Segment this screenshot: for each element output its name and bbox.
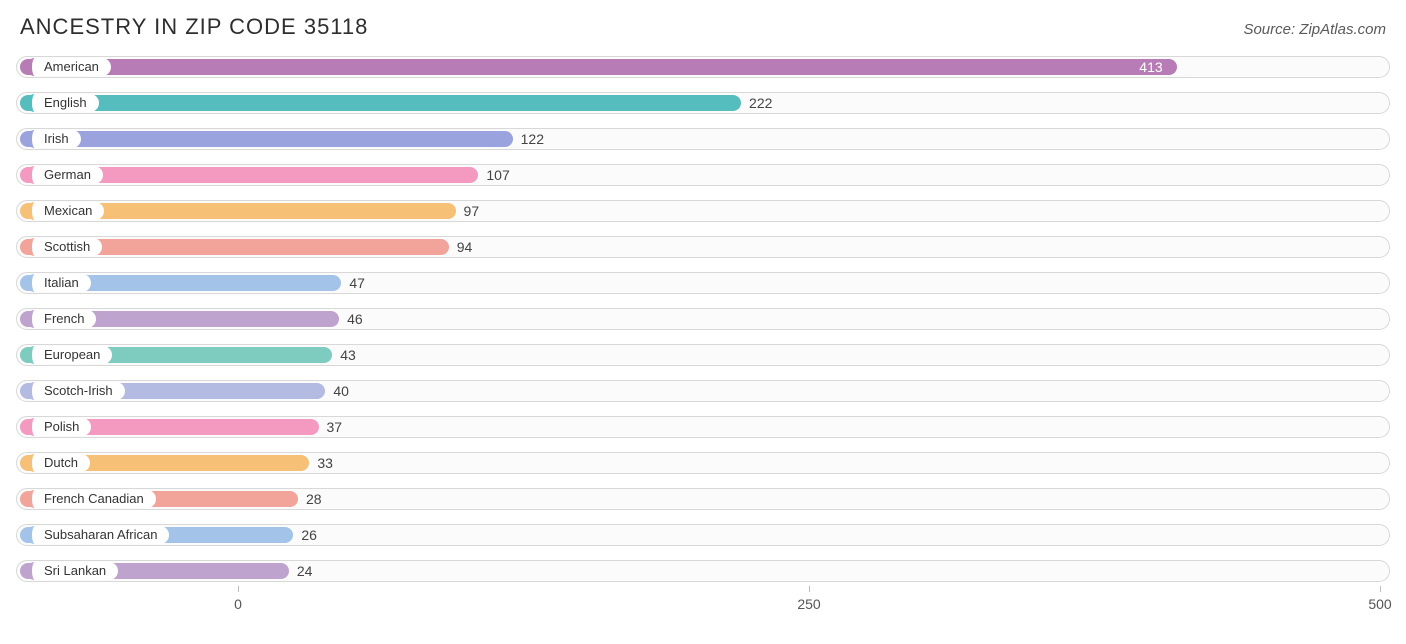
bar-row: Scotch-Irish 40 (16, 376, 1390, 406)
bar-value-label: 222 (749, 94, 772, 112)
axis-tick-label: 500 (1368, 596, 1391, 612)
bar-value-label: 47 (349, 274, 365, 292)
plot-area: American 413 English 222 Irish 122 German 107 Me… (16, 52, 1390, 586)
chart-header: ANCESTRY IN ZIP CODE 35118 Source: ZipAt… (16, 10, 1390, 52)
bar-label-pill: Mexican (26, 202, 104, 220)
bar-value-label: 26 (301, 526, 317, 544)
bar (20, 59, 1177, 75)
bar-value-label: 43 (340, 346, 356, 364)
bar-label-pill: Polish (26, 418, 91, 436)
bar-label-pill: French (26, 310, 96, 328)
bar-row: French Canadian 28 (16, 484, 1390, 514)
bar-row: French 46 (16, 304, 1390, 334)
axis-tick-label: 0 (234, 596, 242, 612)
bar-label-pill: Irish (26, 130, 81, 148)
bar-value-label: 413 (1139, 58, 1162, 76)
bar-value-label: 24 (297, 562, 313, 580)
bar-row: Subsaharan African 26 (16, 520, 1390, 550)
axis-tick-line (238, 586, 239, 592)
bar-row: English 222 (16, 88, 1390, 118)
bar-value-label: 107 (486, 166, 509, 184)
bar-label-pill: English (26, 94, 99, 112)
bar-label-pill: Italian (26, 274, 91, 292)
bar-label-pill: French Canadian (26, 490, 156, 508)
bar-row: Italian 47 (16, 268, 1390, 298)
bar-value-label: 37 (327, 418, 343, 436)
bar-row: European 43 (16, 340, 1390, 370)
bar-label-pill: Scottish (26, 238, 102, 256)
bar-row: American 413 (16, 52, 1390, 82)
bar-label-pill: Sri Lankan (26, 562, 118, 580)
bar-value-label: 40 (333, 382, 349, 400)
bar-value-label: 94 (457, 238, 473, 256)
axis-tick-label: 250 (797, 596, 820, 612)
bar-row: Sri Lankan 24 (16, 556, 1390, 586)
bar-value-label: 46 (347, 310, 363, 328)
bar (20, 95, 741, 111)
bar-value-label: 33 (317, 454, 333, 472)
bar-label-pill: American (26, 58, 111, 76)
bar-value-label: 122 (521, 130, 544, 148)
bar-row: Scottish 94 (16, 232, 1390, 262)
chart-title: ANCESTRY IN ZIP CODE 35118 (20, 14, 368, 40)
axis-tick-line (809, 586, 810, 592)
bar-row: Dutch 33 (16, 448, 1390, 478)
bar-row: Irish 122 (16, 124, 1390, 154)
bar-label-pill: Scotch-Irish (26, 382, 125, 400)
bar-row: German 107 (16, 160, 1390, 190)
bar-value-label: 28 (306, 490, 322, 508)
bar-label-pill: German (26, 166, 103, 184)
x-axis: 0 250 500 (16, 590, 1390, 620)
bar-label-pill: Subsaharan African (26, 526, 169, 544)
bar-label-pill: European (26, 346, 112, 364)
bar-row: Polish 37 (16, 412, 1390, 442)
bar (20, 131, 513, 147)
bar-label-pill: Dutch (26, 454, 90, 472)
ancestry-chart: ANCESTRY IN ZIP CODE 35118 Source: ZipAt… (0, 0, 1406, 644)
axis-tick-line (1380, 586, 1381, 592)
chart-source: Source: ZipAtlas.com (1243, 21, 1386, 38)
bar-row: Mexican 97 (16, 196, 1390, 226)
bar-value-label: 97 (464, 202, 480, 220)
